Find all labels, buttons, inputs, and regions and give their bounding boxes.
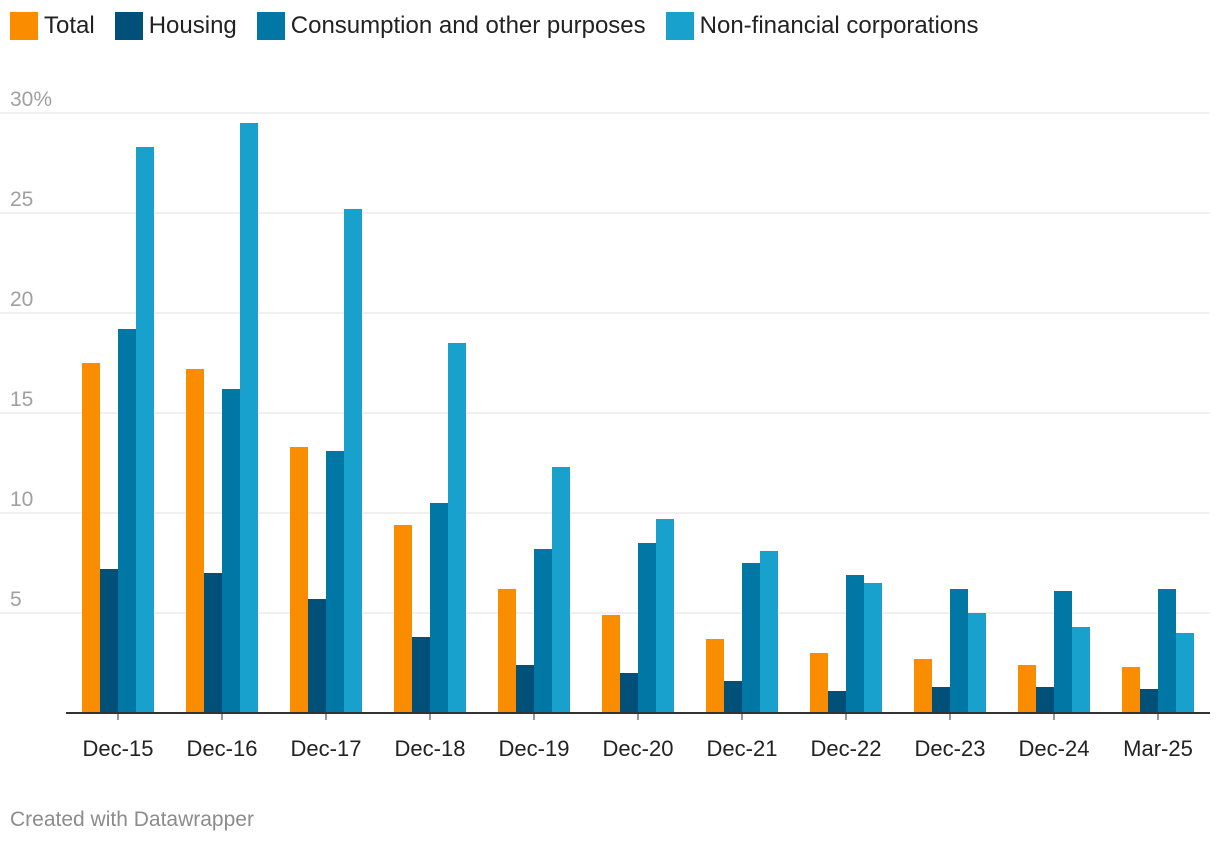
bar-consumption-and-other-purposes-dec-17 bbox=[326, 451, 344, 713]
bar-housing-dec-18 bbox=[412, 637, 430, 713]
y-tick-label-25: 25 bbox=[10, 188, 33, 211]
x-tick-label-dec-20: Dec-20 bbox=[603, 736, 674, 761]
bar-non-financial-corporations-dec-16 bbox=[240, 123, 258, 713]
bar-total-dec-21 bbox=[706, 639, 724, 713]
bar-total-dec-16 bbox=[186, 369, 204, 713]
bar-non-financial-corporations-dec-20 bbox=[656, 519, 674, 713]
datawrapper-credit: Created with Datawrapper bbox=[10, 808, 254, 831]
bar-non-financial-corporations-dec-21 bbox=[760, 551, 778, 713]
y-tick-label-10: 10 bbox=[10, 488, 33, 511]
legend-swatch-non-financial-corporations bbox=[665, 12, 694, 40]
bar-consumption-and-other-purposes-dec-23 bbox=[950, 589, 968, 713]
bar-housing-dec-15 bbox=[100, 569, 118, 713]
x-tick-label-dec-15: Dec-15 bbox=[83, 736, 154, 761]
bar-total-mar-25 bbox=[1122, 667, 1140, 713]
x-tick-label-dec-19: Dec-19 bbox=[499, 736, 570, 761]
bar-consumption-and-other-purposes-dec-16 bbox=[222, 389, 240, 713]
bar-total-dec-19 bbox=[498, 589, 516, 713]
bar-housing-dec-24 bbox=[1036, 687, 1054, 713]
legend-swatch-housing bbox=[114, 12, 143, 40]
bar-non-financial-corporations-dec-18 bbox=[448, 343, 466, 713]
legend-label-housing: Housing bbox=[148, 12, 237, 39]
y-tick-label-15: 15 bbox=[10, 388, 33, 411]
x-tick-label-dec-18: Dec-18 bbox=[395, 736, 466, 761]
legend-item-non-financial-corporations: Non-financial corporations bbox=[665, 12, 979, 40]
bar-total-dec-15 bbox=[82, 363, 100, 713]
bar-housing-dec-16 bbox=[204, 573, 222, 713]
bar-non-financial-corporations-dec-15 bbox=[136, 147, 154, 713]
bar-total-dec-20 bbox=[602, 615, 620, 713]
bar-housing-dec-23 bbox=[932, 687, 950, 713]
bar-consumption-and-other-purposes-dec-15 bbox=[118, 329, 136, 713]
bar-non-financial-corporations-dec-19 bbox=[552, 467, 570, 713]
bar-total-dec-18 bbox=[394, 525, 412, 713]
bar-housing-dec-17 bbox=[308, 599, 326, 713]
bar-housing-dec-22 bbox=[828, 691, 846, 713]
bar-total-dec-24 bbox=[1018, 665, 1036, 713]
x-tick-label-mar-25: Mar-25 bbox=[1123, 736, 1193, 761]
bar-consumption-and-other-purposes-dec-18 bbox=[430, 503, 448, 713]
legend-item-housing: Housing bbox=[114, 12, 237, 40]
legend-swatch-total bbox=[10, 12, 38, 40]
legend-label-consumption: Consumption and other purposes bbox=[290, 12, 646, 39]
bar-non-financial-corporations-dec-17 bbox=[344, 209, 362, 713]
bar-non-financial-corporations-dec-22 bbox=[864, 583, 882, 713]
y-tick-label-5: 5 bbox=[10, 588, 22, 611]
legend-label-non-financial-corporations: Non-financial corporations bbox=[699, 12, 979, 39]
bar-consumption-and-other-purposes-dec-19 bbox=[534, 549, 552, 713]
x-tick-label-dec-24: Dec-24 bbox=[1019, 736, 1090, 761]
bar-consumption-and-other-purposes-dec-21 bbox=[742, 563, 760, 713]
bar-total-dec-17 bbox=[290, 447, 308, 713]
bar-consumption-and-other-purposes-dec-20 bbox=[638, 543, 656, 713]
bar-non-financial-corporations-dec-23 bbox=[968, 613, 986, 713]
x-tick-label-dec-16: Dec-16 bbox=[187, 736, 258, 761]
bar-total-dec-23 bbox=[914, 659, 932, 713]
legend-item-consumption: Consumption and other purposes bbox=[256, 12, 646, 40]
x-tick-label-dec-21: Dec-21 bbox=[707, 736, 778, 761]
bar-consumption-and-other-purposes-dec-24 bbox=[1054, 591, 1072, 713]
chart-legend: Total Housing Consumption and other purp… bbox=[10, 12, 998, 40]
y-tick-label-20: 20 bbox=[10, 288, 33, 311]
bar-housing-dec-20 bbox=[620, 673, 638, 713]
legend-label-total: Total bbox=[44, 12, 95, 39]
bar-housing-dec-19 bbox=[516, 665, 534, 713]
bar-consumption-and-other-purposes-mar-25 bbox=[1158, 589, 1176, 713]
bar-non-financial-corporations-mar-25 bbox=[1176, 633, 1194, 713]
bar-consumption-and-other-purposes-dec-22 bbox=[846, 575, 864, 713]
legend-item-total: Total bbox=[10, 12, 95, 40]
x-tick-label-dec-23: Dec-23 bbox=[915, 736, 986, 761]
bar-housing-dec-21 bbox=[724, 681, 742, 713]
bar-total-dec-22 bbox=[810, 653, 828, 713]
y-tick-label-30: 30% bbox=[10, 88, 52, 111]
x-tick-label-dec-22: Dec-22 bbox=[811, 736, 882, 761]
bar-housing-mar-25 bbox=[1140, 689, 1158, 713]
bar-non-financial-corporations-dec-24 bbox=[1072, 627, 1090, 713]
legend-swatch-consumption bbox=[256, 12, 285, 40]
x-tick-label-dec-17: Dec-17 bbox=[291, 736, 362, 761]
bar-chart: 5 10 15 20 25 30% Dec-15 Dec-16 Dec-17 Dec-18 Dec-… bbox=[0, 88, 1210, 761]
